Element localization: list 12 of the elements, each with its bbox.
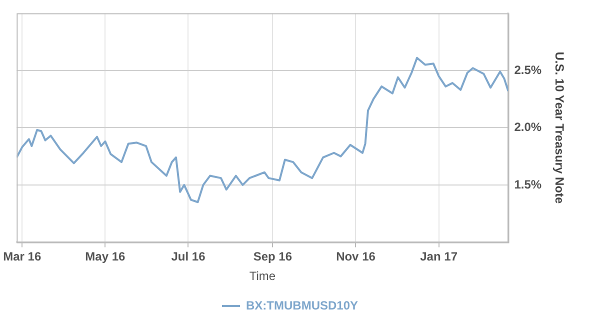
y2-tick-label: 1.5% bbox=[514, 177, 542, 192]
y2-tick-label: 2.0% bbox=[514, 120, 542, 134]
x-tick-label: May 16 bbox=[85, 250, 126, 264]
x-tick-label: Sep 16 bbox=[253, 250, 292, 264]
y2-tick-label: 2.5% bbox=[514, 62, 542, 77]
x-tick-label: Nov 16 bbox=[336, 250, 376, 264]
legend-label: BX:TMUBMUSD10Y bbox=[246, 298, 358, 312]
x-tick-label: Jan 17 bbox=[420, 250, 458, 264]
x-tick-label: Jul 16 bbox=[171, 250, 206, 264]
x-tick-label: Mar 16 bbox=[3, 250, 42, 264]
x-axis-title: Time bbox=[249, 269, 276, 284]
y2-axis-title: U.S. 10 Year Treasury Note bbox=[552, 52, 566, 204]
